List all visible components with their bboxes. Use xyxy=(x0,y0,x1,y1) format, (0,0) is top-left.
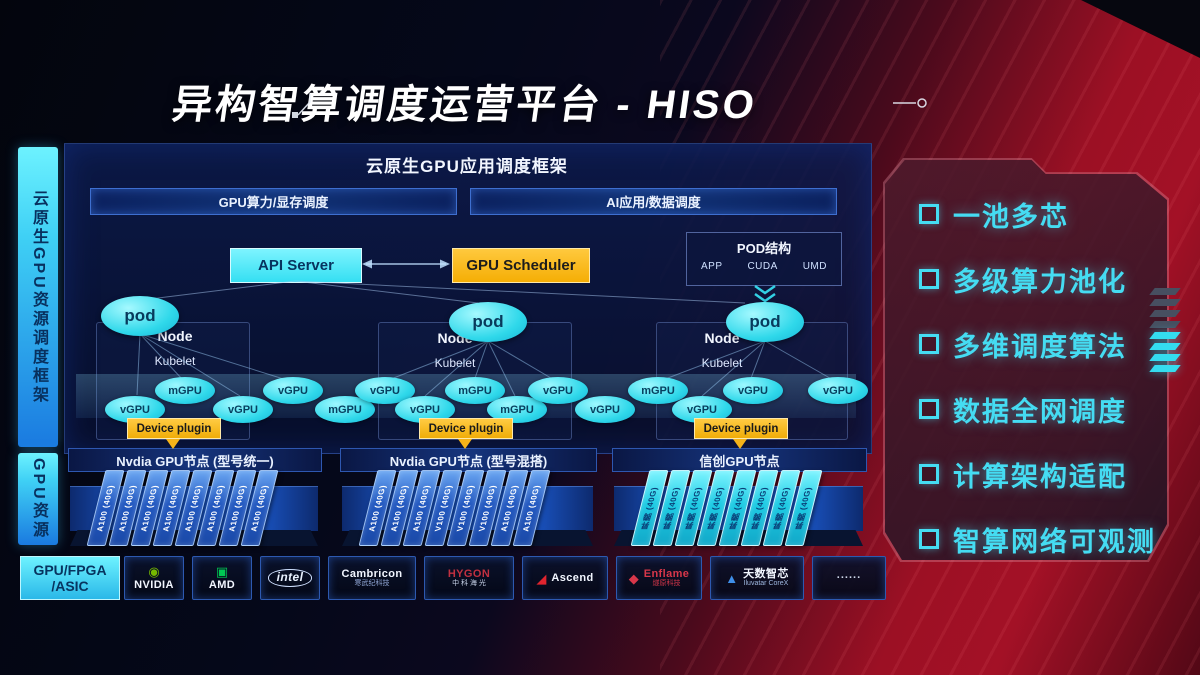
ascend-logo-icon: ◢ xyxy=(536,570,547,586)
vendor-label: ······ xyxy=(836,571,862,584)
vendor-row: ◉ NVIDIA ▣ AMD intel Cambricon 寒武纪科技 HYGON 中 科 海… xyxy=(124,556,886,600)
group-header-xinchuang: 信创GPU节点 xyxy=(612,448,867,472)
category-gpu-fpga-asic: GPU/FPGA /ASIC xyxy=(20,556,120,600)
pod-struct-item: UMD xyxy=(802,261,827,272)
pod-ellipse-3: pod xyxy=(726,302,804,342)
feature-item: 数据全网调度 xyxy=(919,389,1156,429)
feature-label: 计算架构适配 xyxy=(953,461,1127,492)
gpu-unit-vgpu: vGPU xyxy=(355,377,415,404)
vendor-label: 寒武纪科技 xyxy=(354,580,390,588)
rail-label: 云原生GPU资源调度框架 xyxy=(30,189,47,405)
kubelet-label-3: Kubelet xyxy=(701,356,743,370)
pod-struct-items: APP CUDA UMD xyxy=(687,257,841,272)
gpu-unit-vgpu: vGPU xyxy=(808,377,868,404)
vendor-hygon: HYGON 中 科 海 光 xyxy=(424,556,514,600)
vendor-label: HYGON xyxy=(447,568,491,581)
vendor-label: 燧原科技 xyxy=(652,580,681,588)
square-bullet-icon xyxy=(919,529,939,549)
iluvatar-logo-icon: ▲ xyxy=(725,570,739,586)
vendor-label: 中 科 海 光 xyxy=(452,580,486,588)
pod-struct-title: POD结构 xyxy=(736,241,792,256)
vendor-amd: ▣ AMD xyxy=(192,556,252,600)
pod-struct-item: APP xyxy=(701,261,723,272)
square-bullet-icon xyxy=(919,464,939,484)
title-row: 异构智算调度运营平台 - HISO xyxy=(0,72,930,130)
gpu-unit-vgpu: vGPU xyxy=(263,377,323,404)
device-plugin-tag-3: Device plugin xyxy=(694,418,788,439)
feature-item: 一池多芯 xyxy=(919,194,1156,234)
vendor-label: AMD xyxy=(208,578,236,591)
enflame-logo-icon: ◆ xyxy=(628,570,639,586)
framework-header: 云原生GPU应用调度框架 xyxy=(366,157,568,176)
vendor-enflame: ◆ Enflame 燧原科技 xyxy=(616,556,702,600)
page-title: 异构智算调度运营平台 - HISO xyxy=(169,83,760,127)
rail-cloud-native-gpu: 云原生GPU资源调度框架 xyxy=(18,147,58,447)
feature-item: 智算网络可观测 xyxy=(919,519,1156,559)
feature-label: 智算网络可观测 xyxy=(953,526,1156,557)
feature-label: 数据全网调度 xyxy=(953,396,1127,427)
pod-struct-item: CUDA xyxy=(747,261,778,272)
bar-gpu-compute-scheduling: GPU算力/显存调度 xyxy=(90,188,457,215)
gpu-unit-mgpu: mGPU xyxy=(628,377,688,404)
gpu-unit-vgpu: vGPU xyxy=(528,377,588,404)
vendor-intel: intel xyxy=(260,556,320,600)
feature-panel-inner: 一池多芯多级算力池化 多维调度算法 数据全网调度 计算架构适配 智算网络可观测 xyxy=(885,160,1167,560)
vendor-label: Iluvatar CoreX xyxy=(743,580,789,588)
vendor-ascend: ◢ Ascend xyxy=(522,556,608,600)
vendor-label: intel xyxy=(267,569,313,587)
nvidia-logo-icon: ◉ xyxy=(148,563,160,579)
api-server-box: API Server xyxy=(230,248,362,283)
rail-label: GPU资源 xyxy=(30,458,47,540)
device-plugin-arrow-3 xyxy=(733,439,747,449)
rail-gpu-resources: GPU资源 xyxy=(18,453,58,545)
pod-ellipse-1: pod xyxy=(101,296,179,336)
vendor-label: Cambricon xyxy=(341,568,403,581)
vendor-nvidia: ◉ NVIDIA xyxy=(124,556,184,600)
hazard-stripes-decoration xyxy=(1149,288,1196,376)
feature-panel: 一池多芯多级算力池化 多维调度算法 数据全网调度 计算架构适配 智算网络可观测 xyxy=(883,158,1169,562)
corner-decoration xyxy=(1081,0,1200,58)
feature-list: 一池多芯多级算力池化 多维调度算法 数据全网调度 计算架构适配 智算网络可观测 xyxy=(919,194,1156,559)
gpu-unit-vgpu: vGPU xyxy=(213,396,273,423)
category-line: /ASIC xyxy=(51,578,89,594)
feature-item: 多维调度算法 xyxy=(919,324,1156,364)
feature-label: 多级算力池化 xyxy=(953,266,1127,297)
vendor-label: 天数智芯 xyxy=(743,568,789,581)
feature-item: 计算架构适配 xyxy=(919,454,1156,494)
feature-label: 多维调度算法 xyxy=(953,331,1127,362)
vendor-label: NVIDIA xyxy=(134,578,174,591)
group-header-nvidia-uniform: Nvdia GPU节点 (型号统一) xyxy=(68,448,322,472)
vendor-cambricon: Cambricon 寒武纪科技 xyxy=(328,556,416,600)
device-plugin-tag-1: Device plugin xyxy=(127,418,221,439)
square-bullet-icon xyxy=(919,399,939,419)
kubelet-label-1: Kubelet xyxy=(154,354,196,368)
gpu-unit-vgpu: vGPU xyxy=(723,377,783,404)
category-line: GPU/FPGA xyxy=(33,561,107,578)
vendor-label: Enflame xyxy=(643,568,690,581)
square-bullet-icon xyxy=(919,334,939,354)
pod-struct-box: POD结构 APP CUDA UMD xyxy=(686,232,842,286)
group-header-nvidia-mixed: Nvdia GPU节点 (型号混搭) xyxy=(340,448,597,472)
feature-label: 一池多芯 xyxy=(953,201,1069,232)
gpu-scheduler-box: GPU Scheduler xyxy=(452,248,590,283)
square-bullet-icon xyxy=(919,204,939,224)
gpu-unit-mgpu: mGPU xyxy=(155,377,215,404)
square-bullet-icon xyxy=(919,269,939,289)
vendor-iluvatar-corex: ▲ 天数智芯 Iluvatar CoreX xyxy=(710,556,804,600)
amd-logo-icon: ▣ xyxy=(215,563,229,579)
feature-item: 多级算力池化 xyxy=(919,259,1156,299)
vendor-label: Ascend xyxy=(551,571,594,584)
gpu-unit-vgpu: vGPU xyxy=(575,396,635,423)
vendor-more: ······ xyxy=(812,556,886,600)
kubelet-label-2: Kubelet xyxy=(434,356,476,370)
device-plugin-arrow-1 xyxy=(166,439,180,449)
pod-ellipse-2: pod xyxy=(449,302,527,342)
bar-ai-data-scheduling: AI应用/数据调度 xyxy=(470,188,837,215)
device-plugin-tag-2: Device plugin xyxy=(419,418,513,439)
device-plugin-arrow-2 xyxy=(458,439,472,449)
